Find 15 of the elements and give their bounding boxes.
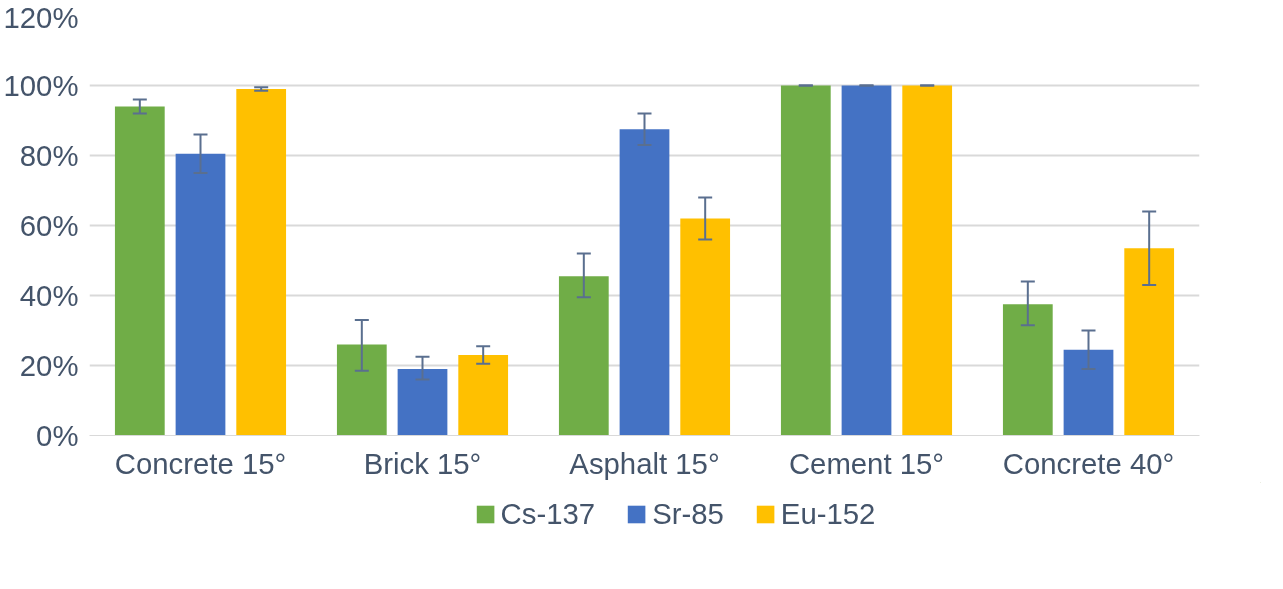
x-tick-label: Concrete 40° xyxy=(1002,446,1175,480)
x-tick-label: Asphalt 15° xyxy=(569,446,720,480)
legend-label: Cs-137 xyxy=(500,497,596,531)
y-tick-label: 0% xyxy=(36,419,79,452)
x-tick-label: Concrete 15° xyxy=(114,446,287,480)
y-tick-label: 80% xyxy=(19,139,79,172)
legend-label: Eu-152 xyxy=(780,497,876,531)
y-tick-label: 40% xyxy=(19,279,79,312)
x-tick-label: Brick 15° xyxy=(363,446,482,480)
y-tick-label: 20% xyxy=(19,349,79,382)
y-tick-label: 60% xyxy=(19,209,79,242)
y-tick-label: 100% xyxy=(3,69,79,102)
y-tick-label: 120% xyxy=(3,0,79,34)
legend-label: Sr-85 xyxy=(652,497,724,531)
x-tick-label: Cement 15° xyxy=(788,446,945,480)
